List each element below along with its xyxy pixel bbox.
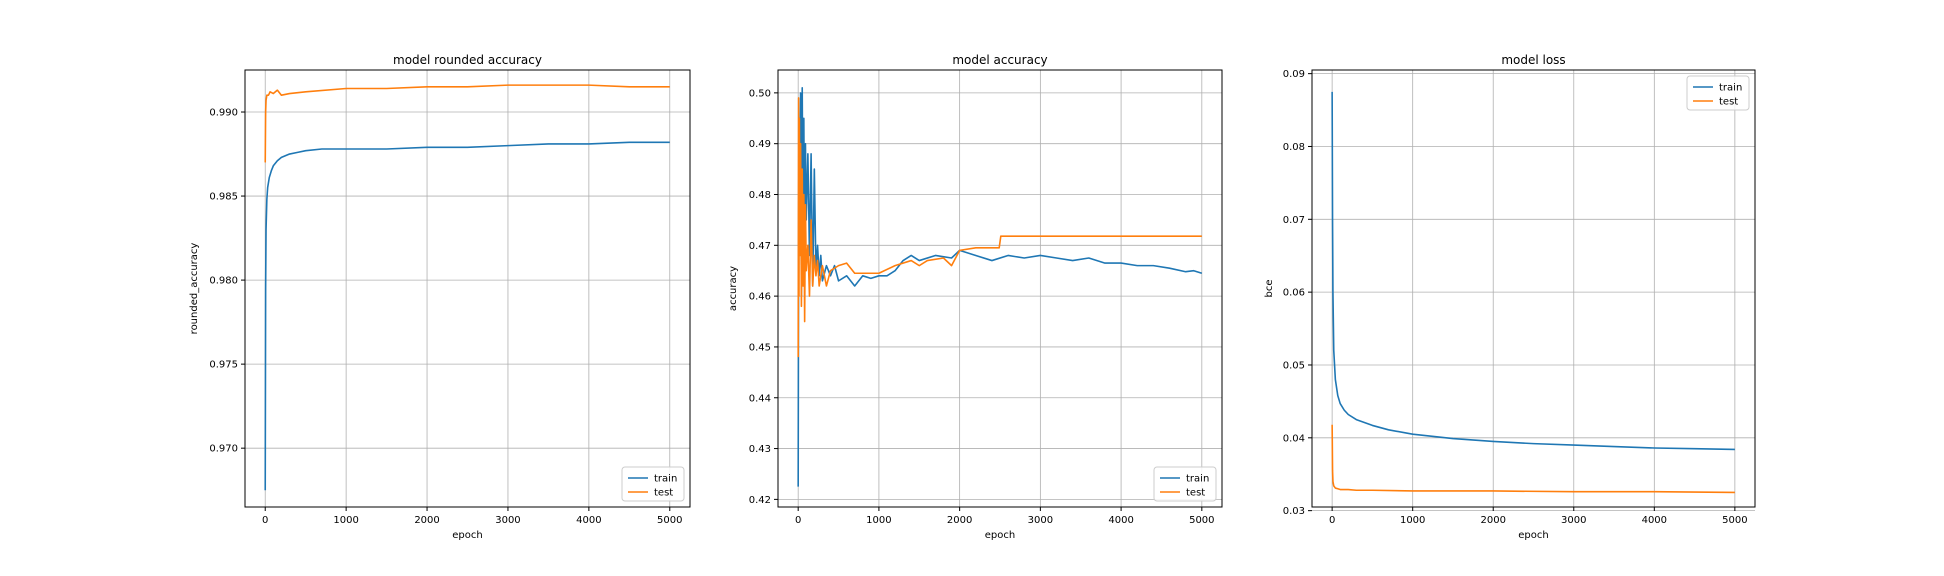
y-tick-label: 0.43	[749, 444, 771, 455]
legend-label-train: train	[654, 474, 677, 485]
x-tick-label: 1000	[333, 515, 358, 526]
series-group	[264, 84, 670, 491]
x-tick-label: 1000	[866, 515, 891, 526]
series-group	[1331, 91, 1735, 494]
axes-frame	[777, 69, 1223, 508]
series-group	[797, 86, 1203, 487]
x-tick-label: 2000	[1481, 515, 1506, 526]
series-line-test	[797, 97, 1202, 358]
axes-frame	[244, 69, 691, 508]
y-tick-label: 0.985	[209, 192, 238, 203]
y-tick-label: 0.42	[749, 495, 771, 506]
x-tick-label: 2000	[414, 515, 439, 526]
y-tick-label: 0.44	[749, 393, 771, 404]
series-line-train	[1331, 91, 1735, 451]
y-tick-label: 0.49	[749, 139, 771, 150]
chart-panel-1: 0 1000 2000 3000 4000 5000 0.970 0.975 0.980 0.98…	[189, 53, 691, 541]
legend-label-test: test	[1719, 97, 1738, 108]
y-tick-label: 0.46	[749, 292, 771, 303]
legend-label-test: test	[1186, 488, 1205, 499]
legend: train test	[1153, 466, 1217, 502]
series-line-train	[264, 141, 670, 491]
x-tick-label: 1000	[1400, 515, 1425, 526]
chart-panel-2: 0 1000 2000 3000 4000 5000 0.42 0.43 0.44 0.45 0.4…	[728, 53, 1223, 541]
x-tick-label: 5000	[1189, 515, 1214, 526]
y-axis-label: accuracy	[728, 266, 739, 311]
x-axis-label: epoch	[452, 530, 482, 541]
legend: train test	[621, 466, 685, 502]
chart-panel-3: 0 1000 2000 3000 4000 5000 0.03 0.04 0.05 0.06 0.0…	[1264, 53, 1756, 541]
x-tick-label: 3000	[1561, 515, 1586, 526]
x-tick-label: 2000	[947, 515, 972, 526]
x-tick-label: 3000	[495, 515, 520, 526]
y-tick-label: 0.47	[749, 241, 771, 252]
chart-title: model accuracy	[952, 53, 1047, 67]
y-tick-label: 0.975	[209, 360, 238, 371]
x-tick-label: 4000	[576, 515, 601, 526]
x-axis-label: epoch	[1518, 530, 1548, 541]
axes-frame	[1311, 69, 1756, 508]
y-tick-label: 0.07	[1283, 215, 1305, 226]
y-tick-label: 0.45	[749, 342, 771, 353]
series-line-train	[797, 86, 1203, 487]
series-line-test	[1331, 424, 1735, 494]
y-tick-label: 0.08	[1283, 142, 1305, 153]
y-tick-label: 0.970	[209, 444, 238, 455]
y-tick-label: 0.03	[1283, 506, 1305, 517]
x-tick-label: 0	[1329, 515, 1335, 526]
legend-label-train: train	[1186, 474, 1209, 485]
y-tick-label: 0.06	[1283, 288, 1305, 299]
x-tick-label: 3000	[1028, 515, 1053, 526]
y-axis-label: rounded_accuracy	[189, 243, 200, 335]
x-axis-label: epoch	[985, 530, 1015, 541]
series-line-test	[264, 84, 670, 163]
y-axis-label: bce	[1264, 280, 1275, 298]
x-tick-label: 4000	[1108, 515, 1133, 526]
x-tick-label: 4000	[1642, 515, 1667, 526]
y-tick-label: 0.09	[1283, 69, 1305, 80]
y-tick-label: 0.05	[1283, 360, 1305, 371]
x-tick-label: 0	[262, 515, 268, 526]
y-tick-label: 0.980	[209, 276, 238, 287]
legend-label-test: test	[654, 488, 673, 499]
y-tick-label: 0.990	[209, 108, 238, 119]
legend: train test	[1686, 75, 1750, 111]
y-tick-label: 0.50	[749, 88, 771, 99]
y-tick-label: 0.48	[749, 190, 771, 201]
chart-title: model loss	[1501, 53, 1565, 67]
x-tick-label: 5000	[657, 515, 682, 526]
x-tick-label: 5000	[1722, 515, 1747, 526]
x-tick-label: 0	[795, 515, 801, 526]
chart-title: model rounded accuracy	[393, 53, 542, 67]
legend-label-train: train	[1719, 83, 1742, 94]
y-tick-label: 0.04	[1283, 433, 1305, 444]
